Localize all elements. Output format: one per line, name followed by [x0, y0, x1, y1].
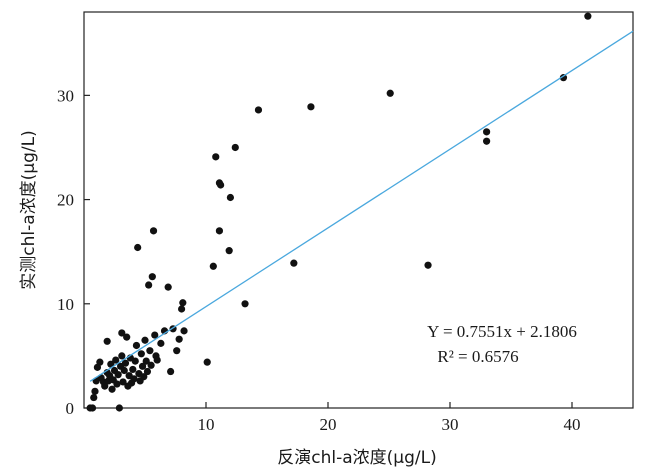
data-point: [175, 335, 183, 343]
y-tick-label-2: 20: [57, 191, 74, 210]
data-point: [148, 273, 156, 281]
data-point: [167, 367, 175, 376]
y-tick-label-1: 10: [57, 295, 74, 314]
data-point: [90, 393, 98, 402]
data-point: [113, 380, 121, 388]
data-point: [147, 361, 155, 369]
y-tick-label-0: 0: [66, 399, 75, 418]
data-point: [118, 329, 126, 337]
y-tick-label-3: 30: [57, 86, 74, 105]
data-point: [231, 143, 239, 152]
points-layer: [86, 12, 592, 412]
plot-frame: [83, 11, 634, 409]
data-point: [142, 357, 150, 365]
data-point: [140, 373, 148, 381]
data-point: [115, 404, 123, 412]
data-point: [132, 341, 141, 350]
data-point: [91, 387, 99, 395]
data-point: [129, 365, 137, 374]
data-point: [114, 371, 122, 379]
data-point: [101, 382, 109, 390]
data-point: [145, 281, 153, 289]
data-point: [241, 300, 249, 308]
x-tick-label-2: 30: [442, 415, 459, 434]
data-point: [225, 247, 233, 255]
y-axis-title: 实测chl-a浓度(μg/L): [19, 130, 39, 289]
axes-layer: [83, 11, 634, 409]
labels-layer: 10 20 30 40 0 10 20 30: [57, 86, 581, 434]
data-point: [153, 356, 161, 364]
data-point: [178, 305, 186, 313]
data-point: [134, 243, 142, 252]
x-tick-label-0: 10: [198, 415, 215, 434]
data-point: [118, 352, 126, 360]
data-point: [584, 12, 592, 20]
data-point: [217, 181, 225, 189]
data-point: [151, 331, 159, 339]
fit-equation: Y = 0.7551x + 2.1806: [427, 322, 577, 341]
data-point: [307, 103, 315, 111]
data-point: [88, 404, 97, 412]
data-point: [123, 333, 131, 341]
data-point: [209, 262, 217, 270]
data-point: [112, 356, 120, 364]
data-point: [121, 359, 130, 367]
data-point: [119, 378, 127, 386]
x-tick-label-1: 20: [320, 415, 337, 434]
data-point: [137, 350, 145, 358]
data-point: [386, 89, 394, 97]
x-axis-title: 反演chl-a浓度(μg/L): [277, 448, 436, 468]
data-point: [130, 375, 138, 383]
data-point: [96, 358, 104, 366]
data-point: [180, 327, 188, 335]
data-point: [149, 227, 158, 235]
data-point: [131, 357, 139, 365]
data-point: [179, 299, 187, 307]
data-point: [138, 362, 147, 370]
data-point: [103, 337, 111, 345]
data-point: [226, 193, 234, 202]
data-point: [164, 283, 172, 291]
regression-line: [89, 30, 634, 382]
fit-line-layer: [89, 30, 634, 382]
data-point: [120, 366, 128, 375]
data-point: [483, 137, 491, 145]
data-point: [157, 339, 165, 347]
data-point: [108, 385, 116, 393]
data-point: [215, 227, 224, 235]
data-point: [212, 153, 220, 161]
data-point: [146, 347, 154, 355]
data-point: [173, 347, 181, 355]
data-point: [203, 358, 211, 366]
data-point: [424, 261, 432, 269]
data-point: [483, 128, 491, 136]
data-point: [290, 259, 298, 267]
data-point: [141, 336, 149, 344]
data-point: [143, 367, 152, 376]
r-squared: R² = 0.6576: [437, 347, 518, 366]
x-tick-label-3: 40: [564, 415, 581, 434]
data-point: [559, 74, 568, 82]
data-point: [254, 106, 263, 114]
